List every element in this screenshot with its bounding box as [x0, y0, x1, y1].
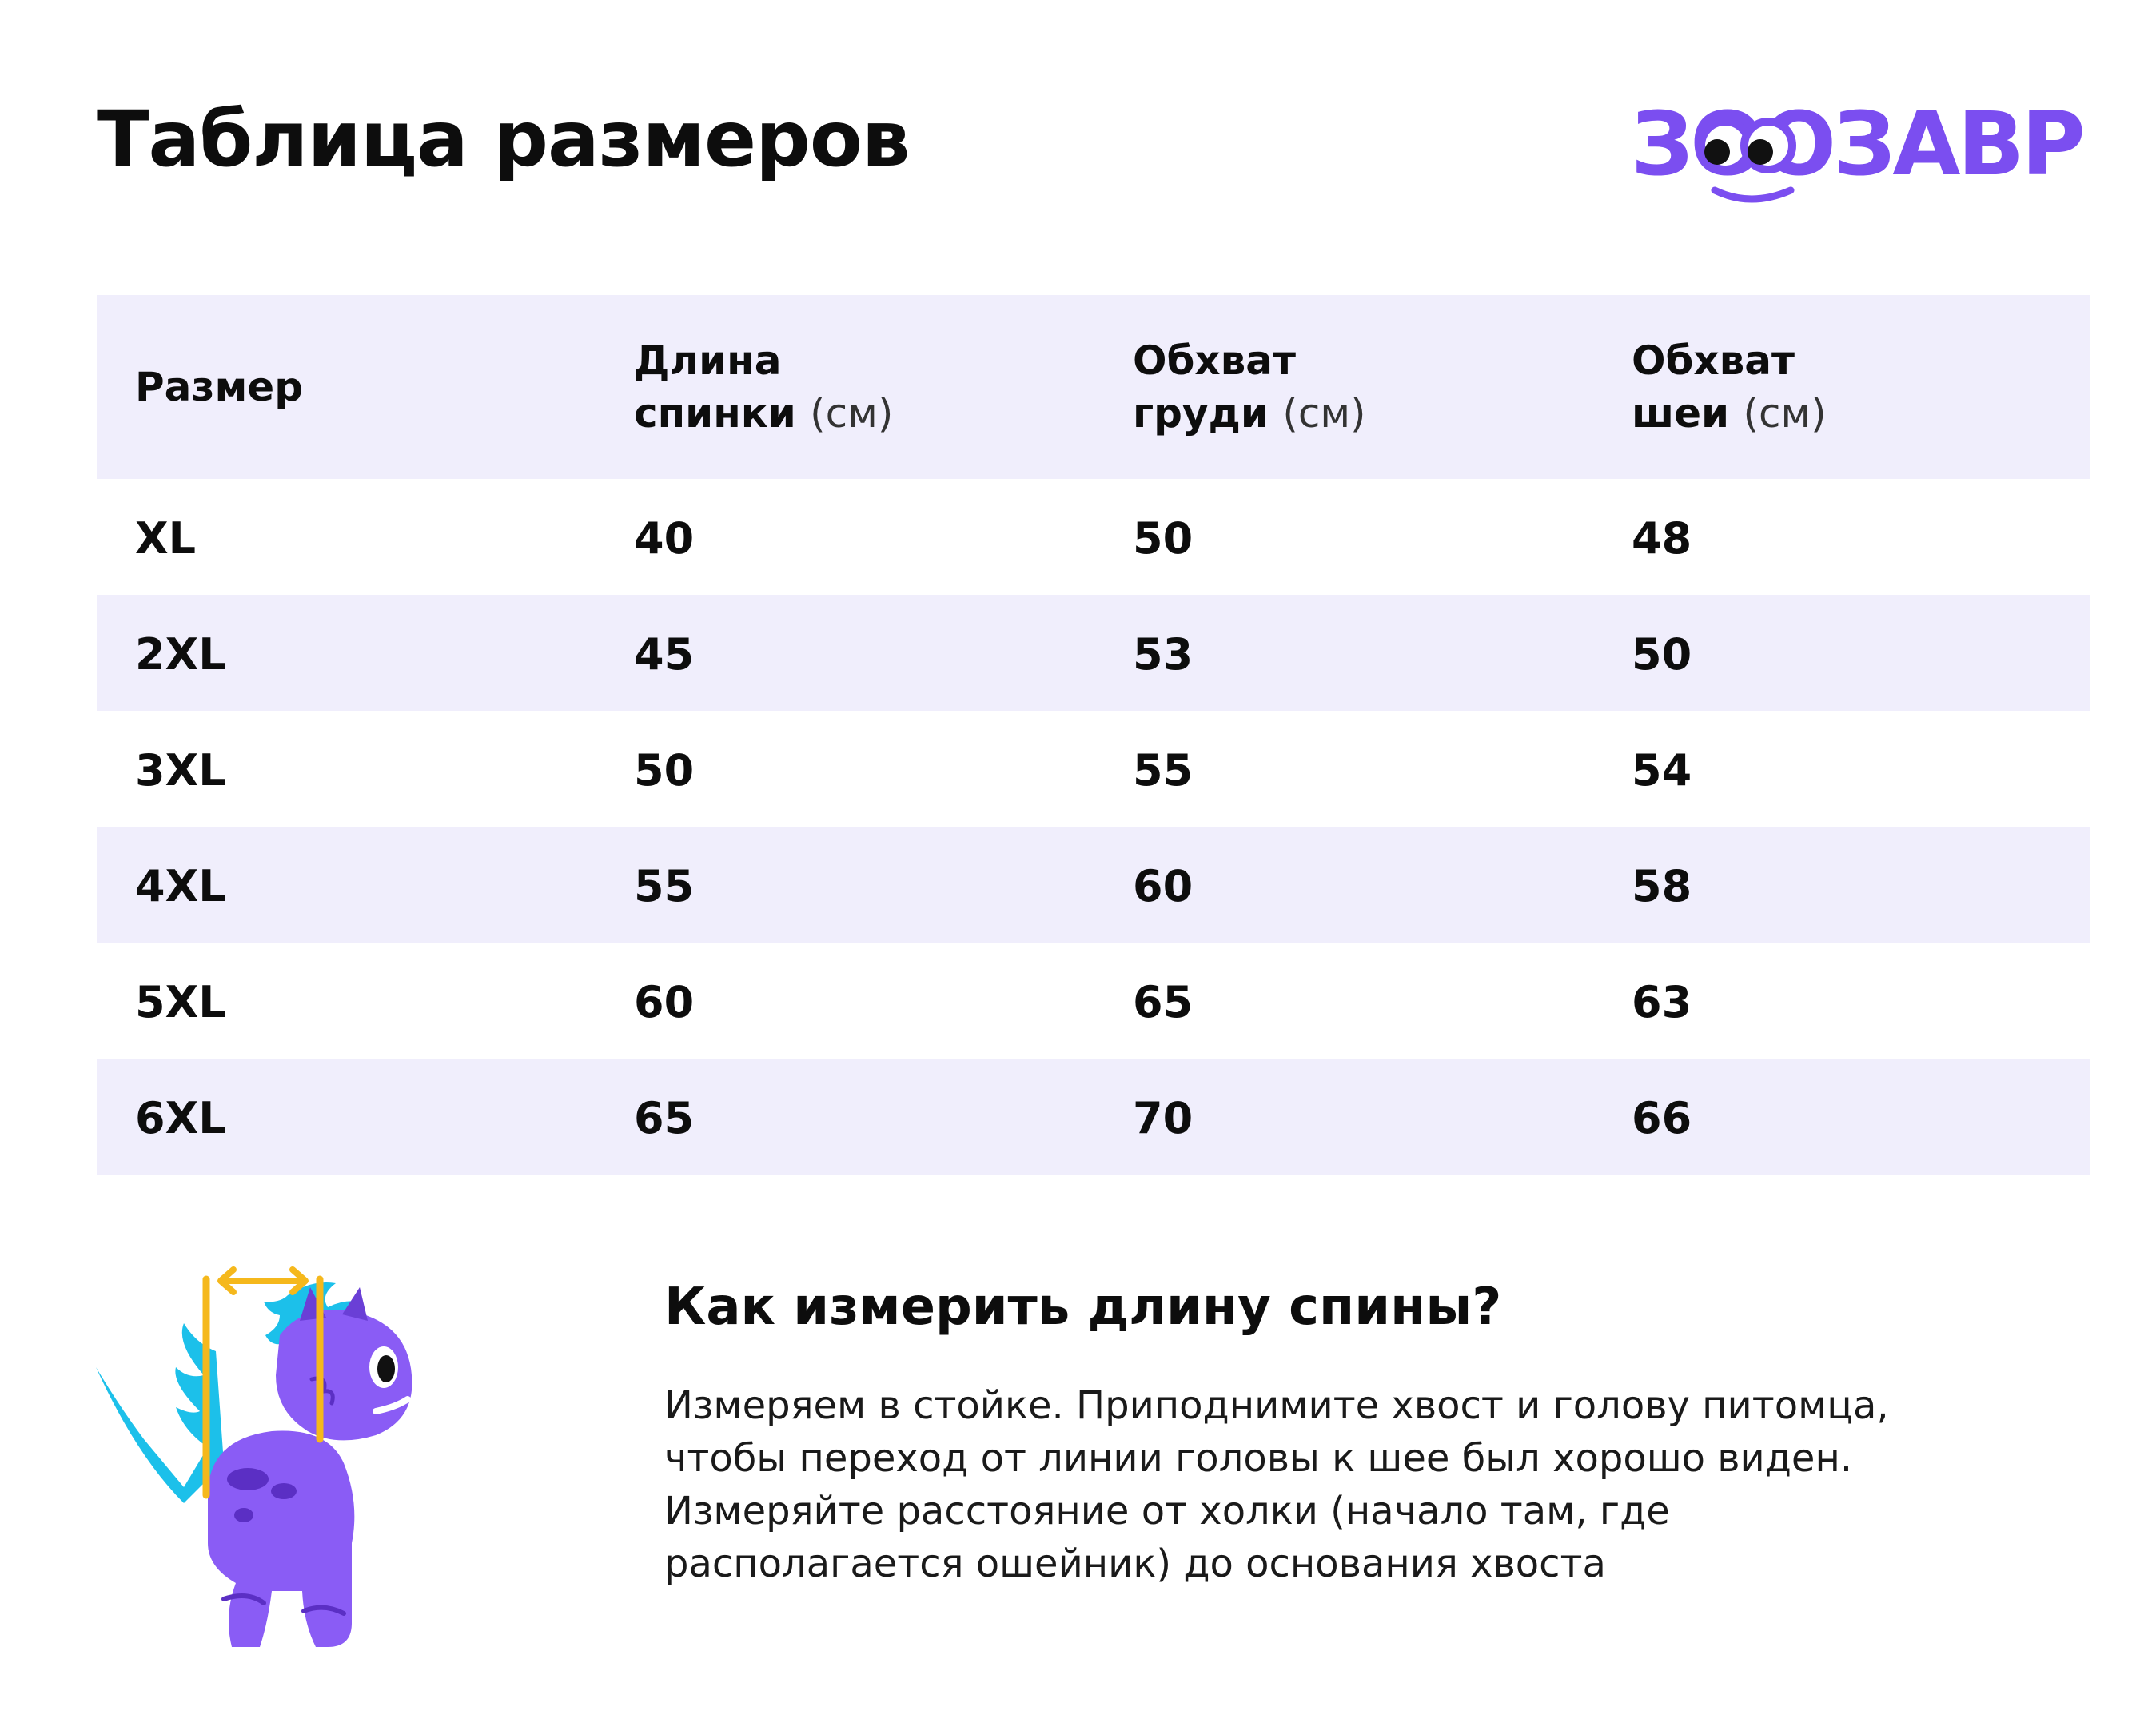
- cell-size: 2XL: [135, 629, 226, 680]
- cell-size: 4XL: [135, 861, 226, 911]
- header-back-length: Длина спинки (см): [634, 337, 894, 437]
- cell-chest-girth: 65: [1133, 977, 1194, 1027]
- cell-chest-girth: 50: [1133, 513, 1194, 564]
- cell-size: 3XL: [135, 745, 226, 796]
- table-row: 4XL 55 60 58: [97, 827, 2090, 943]
- cell-back-length: 50: [634, 745, 695, 796]
- cell-chest-girth: 53: [1133, 629, 1194, 680]
- cell-size: XL: [135, 513, 197, 564]
- table-row: 5XL 60 65 63: [97, 943, 2090, 1059]
- cell-neck-girth: 66: [1632, 1093, 1692, 1143]
- cell-neck-girth: 48: [1632, 513, 1692, 564]
- cell-chest-girth: 60: [1133, 861, 1194, 911]
- table-row: XL 40 50 48: [97, 479, 2090, 595]
- header-chest-girth: Обхват груди (см): [1133, 337, 1366, 437]
- table-row: 3XL 50 55 54: [97, 711, 2090, 827]
- cell-size: 6XL: [135, 1093, 226, 1143]
- cell-neck-girth: 50: [1632, 629, 1692, 680]
- cell-back-length: 55: [634, 861, 695, 911]
- header-size: Размер: [135, 364, 304, 410]
- logo-icon: ЗООЗАВР: [1631, 96, 2086, 203]
- page-title: Таблица размеров: [97, 94, 911, 184]
- cell-chest-girth: 70: [1133, 1093, 1194, 1143]
- dino-illustration: [88, 1247, 504, 1663]
- cell-back-length: 40: [634, 513, 695, 564]
- cell-neck-girth: 58: [1632, 861, 1692, 911]
- size-table: Размер Длина спинки (см) Обхват груди (с…: [97, 295, 2090, 1175]
- header-neck-girth: Обхват шеи (см): [1632, 337, 1827, 437]
- cell-back-length: 45: [634, 629, 695, 680]
- cell-back-length: 65: [634, 1093, 695, 1143]
- cell-neck-girth: 54: [1632, 745, 1692, 796]
- cell-back-length: 60: [634, 977, 695, 1027]
- table-row: 2XL 45 53 50: [97, 595, 2090, 711]
- cell-size: 5XL: [135, 977, 226, 1027]
- table-header-row: Размер Длина спинки (см) Обхват груди (с…: [97, 295, 2090, 479]
- how-to-title: Как измерить длину спины?: [664, 1278, 1502, 1337]
- table-row: 6XL 65 70 66: [97, 1059, 2090, 1175]
- how-to-text: Измеряем в стойке. Приподнимите хвост и …: [664, 1383, 1889, 1586]
- cell-neck-girth: 63: [1632, 977, 1692, 1027]
- cell-chest-girth: 55: [1133, 745, 1194, 796]
- brand-logo[interactable]: ЗООЗАВР: [1631, 96, 2110, 208]
- dino-measurement-icon: [96, 1266, 412, 1647]
